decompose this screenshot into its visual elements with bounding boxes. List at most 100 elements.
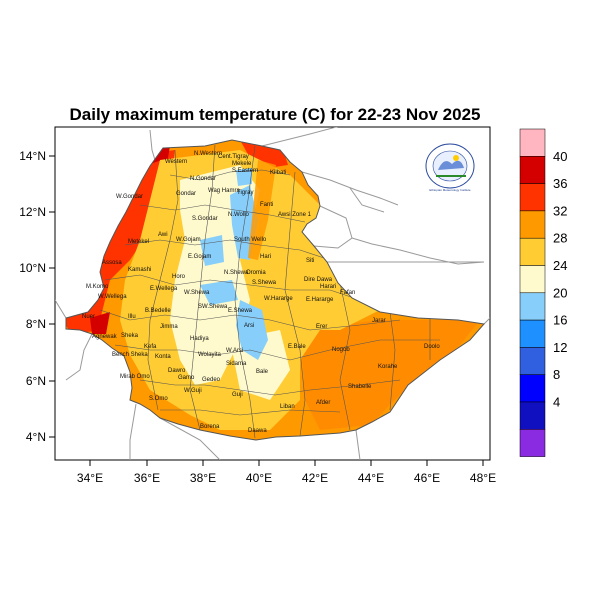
ethiopia-outline <box>65 139 485 441</box>
region-label: W.Hararge <box>264 296 293 302</box>
region-label: Hari <box>260 254 271 260</box>
region-label: Wolayita <box>198 352 222 358</box>
region-label: Konta <box>155 354 171 360</box>
region-label: Metekel <box>128 239 149 245</box>
region-label: Western <box>165 159 187 165</box>
region-label: Afder <box>316 400 330 406</box>
region-label: S.Eastern <box>232 168 258 174</box>
colorbar-label: 40 <box>553 149 567 164</box>
region-label: S.Gondar <box>192 216 218 222</box>
region-label: W.Gojam <box>176 237 201 243</box>
region-label: Tigray <box>237 190 253 196</box>
region-label: Harari <box>320 284 336 290</box>
region-label: E.Shewa <box>228 308 253 314</box>
region-label: Nogob <box>332 347 350 353</box>
region-label: W.Wellega <box>98 294 127 300</box>
colorbar-swatch <box>519 128 546 157</box>
colorbar-label: 16 <box>553 313 567 328</box>
region-label: SW.Shewa <box>198 304 228 310</box>
colorbar-swatch <box>519 265 546 294</box>
y-tick-label: 8°N <box>26 317 46 331</box>
region-label: Awi <box>158 232 168 238</box>
region-label: E.Bale <box>288 344 306 350</box>
region-label: Erer <box>316 324 327 330</box>
x-tick-label: 38°E <box>190 471 216 485</box>
y-tick-label: 10°N <box>19 261 46 275</box>
colorbar-swatch <box>519 374 546 403</box>
colorbar-swatch <box>519 401 546 430</box>
colorbar-label: 12 <box>553 340 567 355</box>
map-title: Daily maximum temperature (C) for 22-23 … <box>69 105 481 124</box>
colorbar-label: 24 <box>553 258 567 273</box>
region-label: W.Shewa <box>184 290 210 296</box>
region-label: E.Gojam <box>188 254 211 260</box>
colorbar-swatch <box>519 210 546 239</box>
region-label: Fanti <box>260 202 273 208</box>
colorbar-label: 20 <box>553 285 567 300</box>
region-label: E.Wellega <box>150 286 178 292</box>
region-label: E.Hararge <box>306 297 334 303</box>
neighbor-borders <box>55 127 490 460</box>
colorbar-swatch <box>519 237 546 266</box>
y-tick-label: 4°N <box>26 430 46 444</box>
region-label: Gondar <box>176 191 196 197</box>
logo-caption: Ethiopian Meteorology Institute <box>429 188 471 192</box>
region-label: Mekele <box>232 161 252 167</box>
region-label: Liban <box>280 404 295 410</box>
region-label: Fafan <box>340 290 355 296</box>
region-label: Sidama <box>226 361 247 367</box>
region-label: Daawa <box>248 428 267 434</box>
y-tick-label: 14°N <box>19 149 46 163</box>
region-label: Agnewak <box>92 334 118 340</box>
region-label: W.Guji <box>184 388 202 394</box>
region-label: Doolo <box>424 344 440 350</box>
colorbar-swatch <box>519 429 546 457</box>
region-label: Awsi Zone 1 <box>278 212 312 218</box>
region-label: N.Wollo <box>228 212 250 218</box>
colorbar-label: 8 <box>553 367 560 382</box>
region-label: N.Western <box>194 151 222 157</box>
region-label: N.Shewa <box>224 270 249 276</box>
region-label: Arsi <box>244 323 254 329</box>
region-label: Wag Hamra <box>208 188 240 194</box>
region-label: Borena <box>200 424 220 430</box>
region-label: Nuer <box>82 314 95 320</box>
region-label: Oromia <box>246 270 266 276</box>
y-tick-label: 12°N <box>19 205 46 219</box>
region-label: Cent.Tigray <box>218 154 249 160</box>
y-tick-label: 6°N <box>26 374 46 388</box>
colorbar-label: 32 <box>553 203 567 218</box>
region-label: Illu <box>128 314 136 320</box>
colorbar: 40 36 32 28 24 20 16 12 8 4 <box>519 128 567 457</box>
colorbar-swatch <box>519 292 546 321</box>
region-label: Kamashi <box>128 267 151 273</box>
region-labels: N.Western Cent.Tigray Mekele S.Eastern W… <box>82 151 440 434</box>
region-label: Hadiya <box>190 336 209 342</box>
region-label: B.Bedelle <box>145 308 171 314</box>
colorbar-label: 36 <box>553 176 567 191</box>
region-label: Kefa <box>144 344 157 350</box>
region-label: Korahe <box>378 364 398 370</box>
x-tick-label: 36°E <box>134 471 160 485</box>
region-label: Jimma <box>160 324 178 330</box>
region-label: S.Shewa <box>252 280 277 286</box>
region-label: Jarar <box>372 318 386 324</box>
region-label: N.Gondar <box>190 176 216 182</box>
colorbar-label: 4 <box>553 395 560 410</box>
region-label: Gedeo <box>202 377 221 383</box>
region-label: Kilbati <box>270 170 286 176</box>
zone-borders <box>99 144 440 439</box>
region-label: M.Komo <box>86 284 109 290</box>
region-label: Horo <box>172 274 186 280</box>
colorbar-swatch <box>519 156 546 184</box>
region-label: South Wello <box>234 237 267 243</box>
colorbar-swatch <box>519 319 546 348</box>
region-label: Sheka <box>121 333 139 339</box>
y-axis: 14°N 12°N 10°N 8°N 6°N 4°N <box>19 149 55 444</box>
region-label: Dawro <box>168 368 186 374</box>
x-tick-label: 48°E <box>470 471 496 485</box>
x-axis: 34°E 36°E 38°E 40°E 42°E 44°E 46°E 48°E <box>77 460 496 485</box>
region-label: Siti <box>306 258 314 264</box>
colorbar-swatch <box>519 347 546 375</box>
